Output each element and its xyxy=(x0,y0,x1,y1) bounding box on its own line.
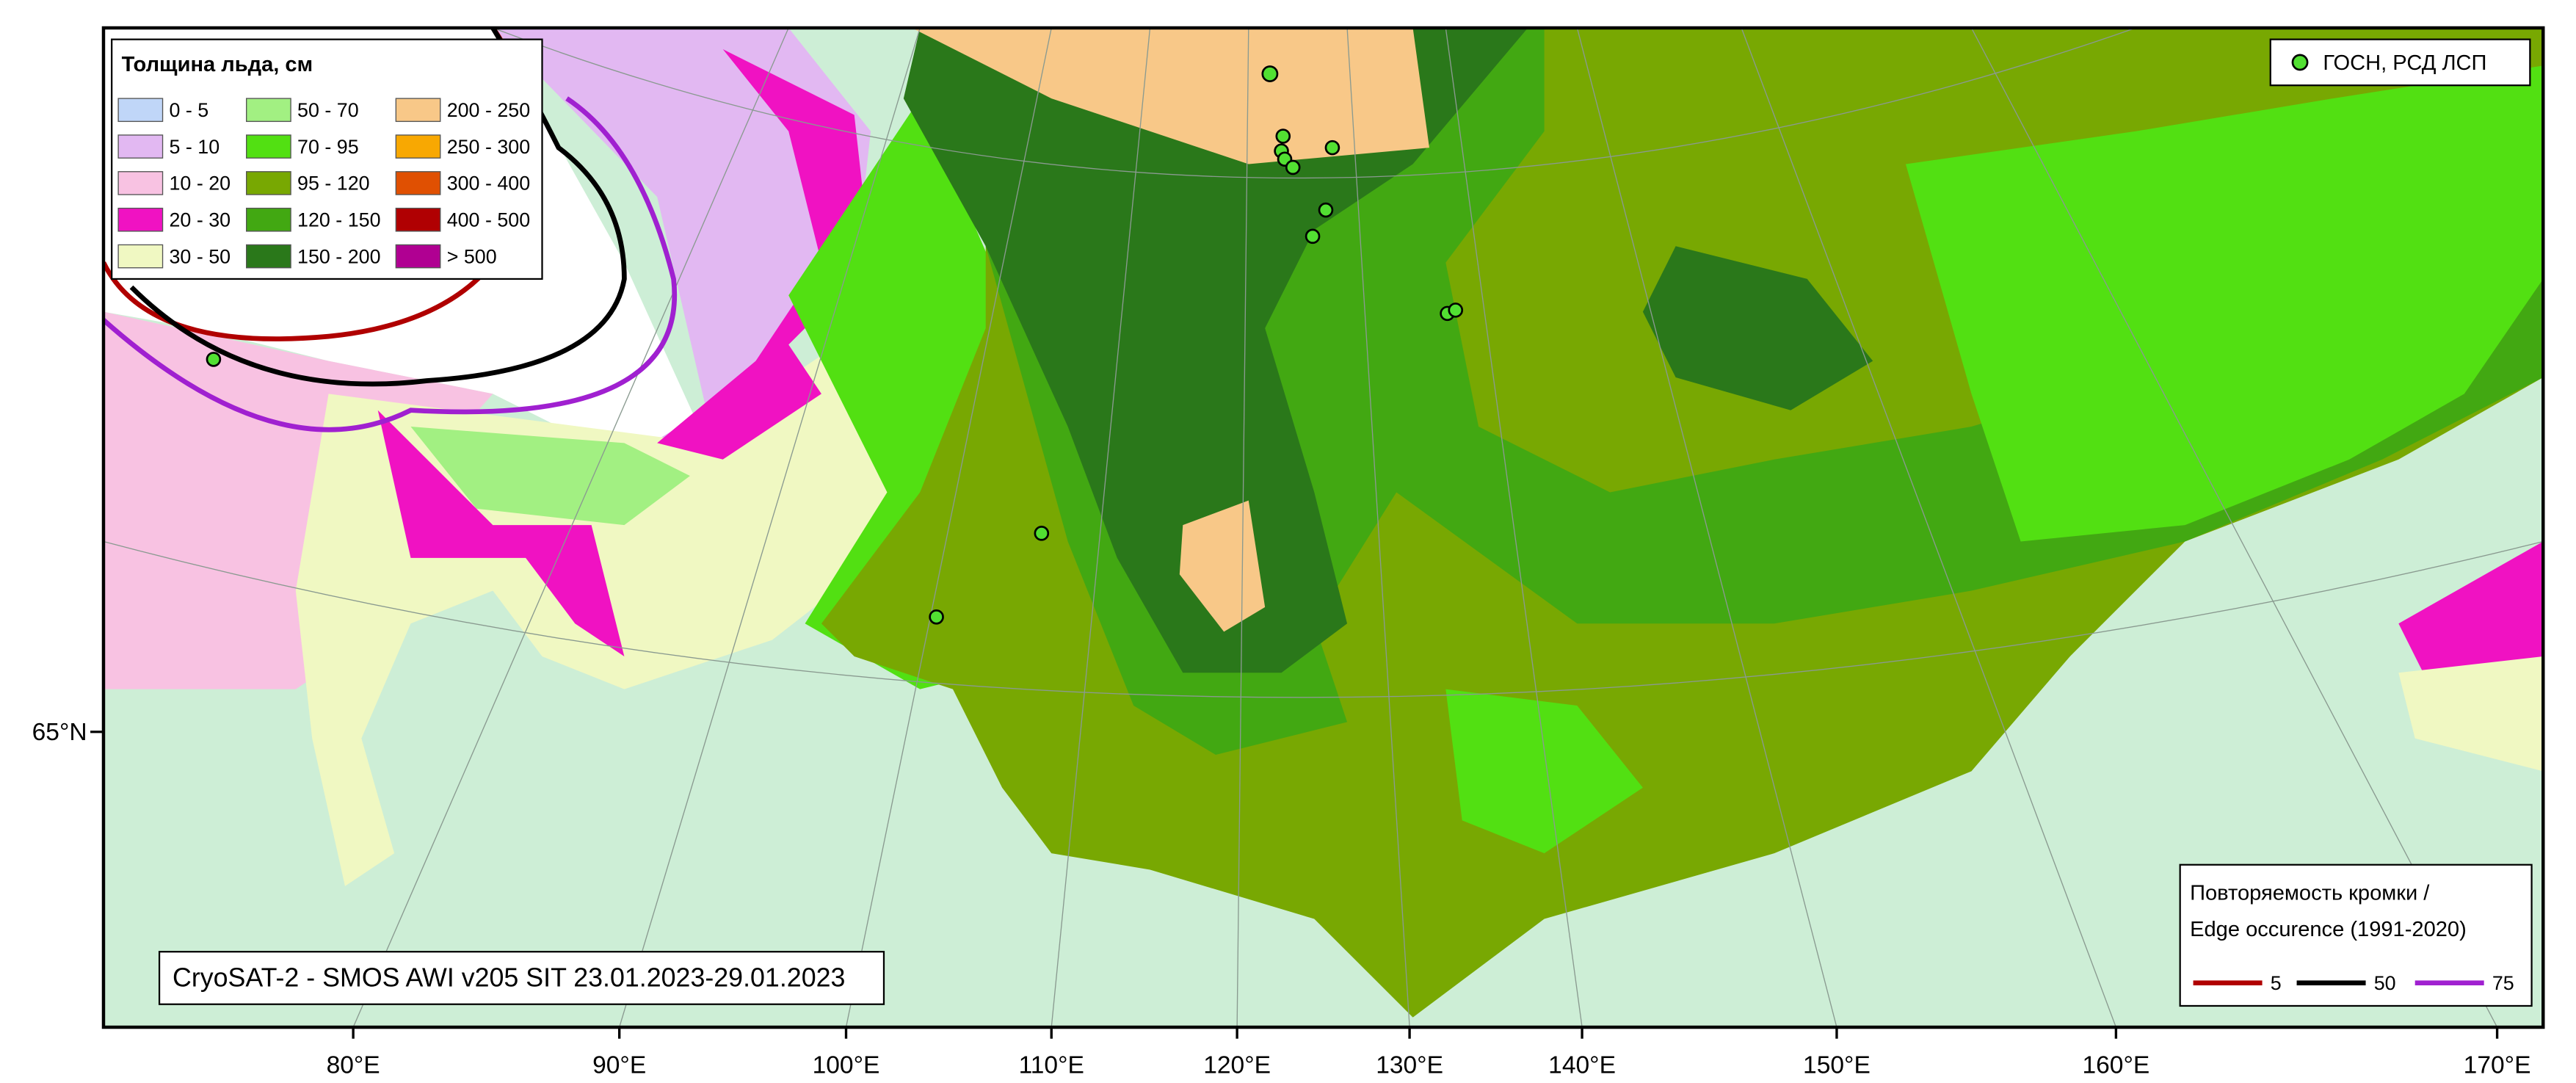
legend-title: Толщина льда, см xyxy=(122,53,313,76)
legend-label: 300 - 400 xyxy=(447,173,530,195)
x-tick-label: 160°E xyxy=(2082,1052,2149,1079)
legend-label: 120 - 150 xyxy=(297,209,380,231)
ice-zone xyxy=(377,410,625,656)
ice-zone xyxy=(410,427,690,526)
x-tick-label: 90°E xyxy=(592,1052,646,1079)
ice-zone xyxy=(903,27,1528,673)
legend-swatch xyxy=(395,134,441,159)
legend-swatch xyxy=(246,98,291,123)
ice-zone xyxy=(985,27,2544,756)
legend-swatch xyxy=(246,134,291,159)
stations-legend-label: ГОСН, РСД ЛСП xyxy=(2323,51,2486,75)
legend-swatch xyxy=(246,207,291,232)
ice-zone xyxy=(912,27,1429,164)
legend-label: 200 - 250 xyxy=(447,99,530,121)
graticule xyxy=(103,27,2544,1028)
legend-swatch xyxy=(246,171,291,195)
map-frame xyxy=(101,26,2545,1029)
legend-swatch xyxy=(395,207,441,232)
legend-label: 95 - 120 xyxy=(297,173,370,195)
legend-label: 50 - 70 xyxy=(297,99,359,121)
edge-legend-title: Повторяемость кромки / xyxy=(2190,882,2430,905)
legend-label: 0 - 5 xyxy=(170,99,209,121)
caption-box xyxy=(158,951,885,1005)
legend-swatch xyxy=(117,244,164,269)
ice-zone xyxy=(2398,656,2544,772)
stations xyxy=(206,65,1464,625)
legend-swatch xyxy=(246,244,291,269)
ice-zone xyxy=(1905,65,2544,542)
legend-label: 250 - 300 xyxy=(447,136,530,158)
ice-zone xyxy=(493,27,871,460)
edge-line xyxy=(129,27,627,387)
edge-legend-label: 50 xyxy=(2374,972,2396,994)
y-tick-label: 65°N xyxy=(32,719,87,746)
edge-legend-label: 75 xyxy=(2492,972,2514,994)
stations-legend-box xyxy=(2269,38,2531,87)
legend-label: 5 - 10 xyxy=(170,136,220,158)
legend-swatch xyxy=(395,171,441,195)
legend-label: 20 - 30 xyxy=(170,209,231,231)
x-tick-label: 150°E xyxy=(1803,1052,1871,1079)
x-tick-label: 140°E xyxy=(1548,1052,1616,1079)
x-tick-label: 170°E xyxy=(2464,1052,2531,1079)
legend-swatch xyxy=(395,98,441,123)
edge-legend-items: 5 50 75 xyxy=(2193,972,2514,994)
x-tick-label: 130°E xyxy=(1376,1052,1443,1079)
caption: CryoSAT-2 - SMOS AWI v205 SIT 23.01.2023… xyxy=(173,963,845,993)
legend-label: > 500 xyxy=(447,245,497,267)
legend-swatch xyxy=(117,207,164,232)
station-marker xyxy=(2291,54,2309,71)
legend-items: 0 - 5 5 - 10 10 - 20 20 - 30 30 - 50 50 - 70 7… xyxy=(117,98,530,269)
legend-label: 150 - 200 xyxy=(297,245,380,267)
x-tick-label: 100°E xyxy=(813,1052,880,1079)
legend-swatch xyxy=(117,171,164,195)
ice-zone xyxy=(1179,500,1266,632)
x-tick-label: 120°E xyxy=(1203,1052,1271,1079)
legend-label: 400 - 500 xyxy=(447,209,530,231)
edge-line xyxy=(103,96,678,432)
ice-zone xyxy=(2398,541,2544,689)
legend-box xyxy=(111,38,543,280)
legend-label: 10 - 20 xyxy=(170,173,231,195)
x-tick-label: 80°E xyxy=(327,1052,380,1079)
edge-legend-label: 5 xyxy=(2271,972,2282,994)
ice-zone xyxy=(1642,246,1873,410)
ice-zone xyxy=(1445,689,1643,854)
edge-legend-title: Edge occurence (1991-2020) xyxy=(2190,918,2467,941)
map-body xyxy=(103,27,2544,1028)
ice-zone xyxy=(657,49,871,460)
legend-label: 30 - 50 xyxy=(170,245,231,267)
legend-swatch xyxy=(117,98,164,123)
legend-swatch xyxy=(395,244,441,269)
legend-swatch xyxy=(117,134,164,159)
axes: 80°E 90°E 100°E 110°E 120°E 130°E 140°E 150°E 16… xyxy=(32,719,2531,1079)
legend-label: 70 - 95 xyxy=(297,136,359,158)
x-tick-label: 110°E xyxy=(1019,1052,1084,1079)
